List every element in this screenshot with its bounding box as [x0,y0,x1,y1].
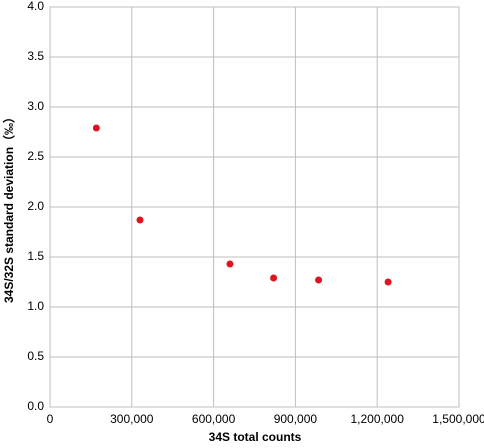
point [270,274,278,282]
x-tick-label: 0 [47,412,54,426]
y-tick-label: 1.0 [27,299,44,313]
x-axis-label: 34S total counts [209,430,302,444]
point [384,278,392,286]
y-tick-label: 3.0 [27,99,44,113]
point [136,216,144,224]
x-tick-label: 600,000 [192,412,236,426]
y-axis-label: 34S/32S standard deviation（‰） [1,111,16,303]
point [315,276,323,284]
x-tick-label: 1,200,000 [351,412,405,426]
x-tick-label: 300,000 [110,412,154,426]
x-tick-label: 900,000 [274,412,318,426]
x-tick-label: 1,500,000 [432,412,484,426]
y-tick-label: 0.5 [27,349,44,363]
y-tick-label: 3.5 [27,49,44,63]
y-tick-label: 2.0 [27,199,44,213]
y-tick-label: 4.0 [27,0,44,13]
plot-border [49,6,460,408]
y-tick-label: 0.0 [27,399,44,413]
y-tick-label: 1.5 [27,249,44,263]
y-tick-label: 2.5 [27,149,44,163]
point [226,260,234,268]
point [92,124,100,132]
